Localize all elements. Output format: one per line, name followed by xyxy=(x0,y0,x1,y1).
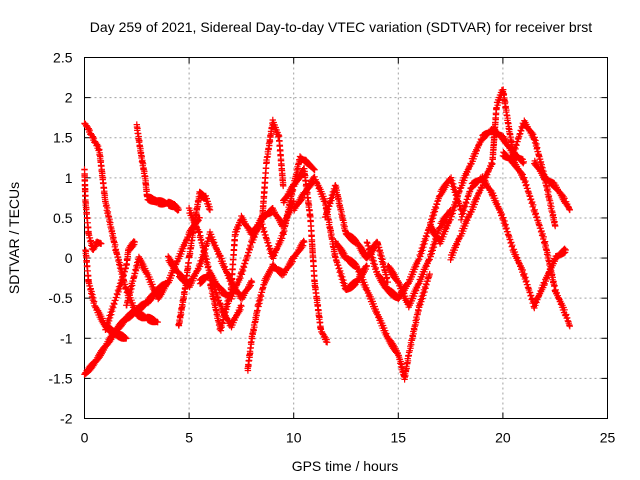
y-tick-label: 2.5 xyxy=(53,50,73,66)
chart-title: Day 259 of 2021, Sidereal Day-to-day VTE… xyxy=(90,19,592,35)
y-tick-label: 1.5 xyxy=(53,130,73,146)
y-axis-label: SDTVAR / TECUs xyxy=(6,182,22,294)
data-series-track-19 xyxy=(363,174,465,303)
data-points xyxy=(81,86,573,383)
data-series-track-6 xyxy=(133,121,182,214)
x-tick-label: 15 xyxy=(391,430,407,446)
data-series-track-18 xyxy=(332,238,433,383)
x-tick-label: 10 xyxy=(286,430,302,446)
data-series-track-24 xyxy=(499,149,573,330)
y-tick-label: 2 xyxy=(65,90,73,106)
data-series-track-13 xyxy=(244,237,308,374)
data-series-track-8 xyxy=(175,188,214,329)
plot-frame xyxy=(84,57,608,419)
data-series-track-23 xyxy=(457,173,569,312)
x-tick-label: 20 xyxy=(495,430,511,446)
x-tick-label: 25 xyxy=(600,430,616,446)
x-axis-label: GPS time / hours xyxy=(292,458,399,474)
y-tick-label: 1 xyxy=(65,170,73,186)
y-tick-label: -0.5 xyxy=(48,290,72,306)
data-series-track-25 xyxy=(531,157,573,214)
data-series-track-1 xyxy=(81,120,161,326)
data-series-track-5 xyxy=(102,238,138,333)
data-series-track-2 xyxy=(81,166,105,253)
axis-ticks xyxy=(84,57,608,419)
y-tick-label: -1 xyxy=(60,330,73,346)
y-tick-label: 0 xyxy=(65,250,73,266)
data-series-track-17 xyxy=(321,182,391,286)
x-axis-tick-labels: 0 5 10 15 20 25 xyxy=(81,430,616,446)
y-tick-label: -2 xyxy=(60,411,73,427)
data-series-track-14 xyxy=(259,153,318,262)
y-tick-label: -1.5 xyxy=(48,370,72,386)
x-tick-label: 5 xyxy=(185,430,193,446)
y-tick-label: 0.5 xyxy=(53,210,73,226)
x-tick-label: 0 xyxy=(81,430,89,446)
y-axis-tick-labels: -2 -1.5 -1 -0.5 0 0.5 1 1.5 2 2.5 xyxy=(48,50,72,427)
